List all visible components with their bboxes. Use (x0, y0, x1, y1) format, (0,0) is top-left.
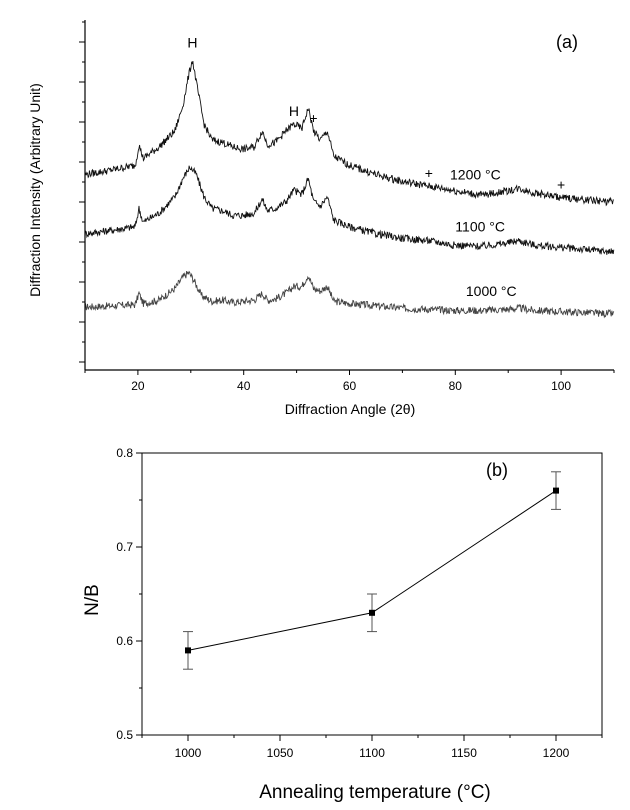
panel-b-x-axis-title: Annealing temperature (°C) (259, 782, 491, 803)
panel-b-y-ticks: 0.5 0.6 0.7 0.8 (116, 446, 142, 742)
panel-a-x-tick-label: 20 (131, 379, 145, 393)
panel-b-x-tick-label: 1150 (451, 746, 477, 760)
panel-b-label: (b) (486, 460, 508, 480)
panel-b-y-tick-label: 0.6 (116, 634, 133, 648)
xrd-trace-1000-c (84, 270, 615, 319)
panel-a-y-ticks (79, 21, 85, 363)
xrd-trace-1100-c (84, 165, 615, 255)
peak-label-plus-4: + (557, 177, 565, 193)
panel-b-y-tick-label: 0.8 (116, 446, 133, 460)
peak-label-h-1: H (289, 103, 299, 119)
xrd-trace-1200-c (84, 60, 614, 207)
panel-a-series-labels: 1000 °C 1100 °C 1200 °C (450, 166, 517, 298)
panel-b-nb-chart: 0.5 0.6 0.7 0.8 1000 1050 1100 1150 1200 (b) An… (82, 446, 603, 803)
panel-b-x-tick-label: 1000 (175, 746, 202, 760)
nb-data-point (185, 647, 191, 654)
panel-a-y-axis-title: Diffraction Intensity (Arbitrary Unit) (27, 83, 43, 297)
panel-b-y-tick-label: 0.5 (116, 728, 133, 742)
series-label-1000-c: 1000 °C (466, 283, 517, 299)
panel-a-series-group (84, 60, 615, 319)
nb-data-point (553, 487, 559, 494)
panel-a-x-tick-label: 80 (449, 379, 463, 393)
panel-b-y-axis-title: N/B (82, 584, 103, 616)
peak-label-h-0: H (187, 35, 197, 51)
panel-a-x-ticks: 20 40 60 80 100 (84, 370, 615, 393)
panel-b-series-group (183, 471, 561, 670)
panel-a-x-tick-label: 40 (237, 379, 251, 393)
panel-a-peak-annotations: H H + + + (187, 35, 565, 193)
series-label-1200-c: 1200 °C (450, 166, 501, 182)
panel-b-x-ticks: 1000 1050 1100 1150 1200 (141, 735, 603, 760)
peak-label-plus-3: + (425, 165, 433, 181)
panel-a-x-tick-label: 60 (343, 379, 357, 393)
nb-data-point (369, 609, 375, 616)
panel-a-x-axis-title: Diffraction Angle (2θ) (285, 401, 415, 417)
panel-b-x-tick-label: 1100 (359, 746, 385, 760)
panel-b-x-tick-label: 1200 (543, 746, 570, 760)
peak-label-plus-2: + (309, 110, 317, 126)
panel-a-x-tick-label: 100 (551, 379, 571, 393)
panel-b-y-tick-label: 0.7 (116, 540, 133, 554)
panel-a-label: (a) (556, 32, 578, 52)
panel-b-x-tick-label: 1050 (267, 746, 294, 760)
series-label-1100-c: 1100 °C (455, 219, 505, 235)
